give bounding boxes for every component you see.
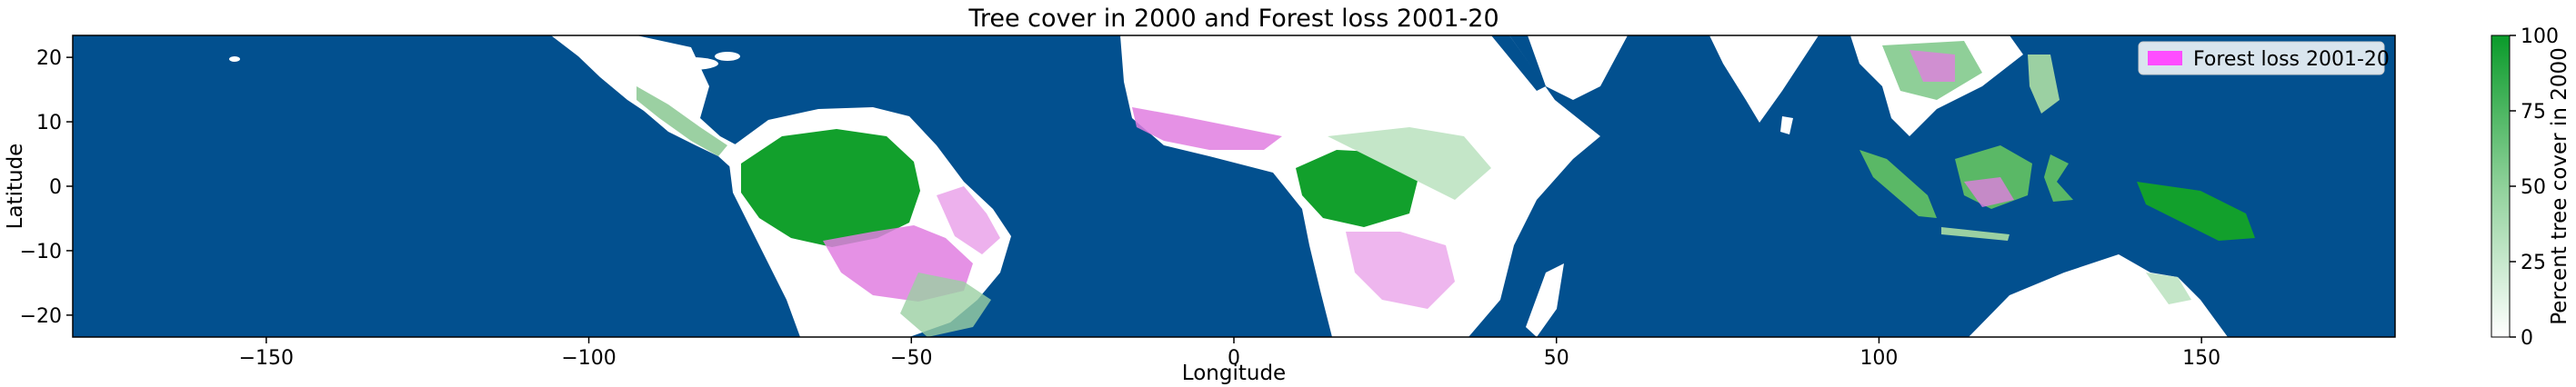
colorbar-ticks: 100 75 50 25 0 — [2510, 25, 2559, 350]
sulawesi — [2044, 154, 2073, 202]
caribbean-islands — [229, 45, 740, 70]
y-tick-label: 10 — [36, 112, 62, 134]
y-axis-label: Latitude — [4, 144, 27, 230]
borneo-loss — [1964, 177, 2014, 207]
y-axis: 20 10 0 −10 −20 — [20, 47, 73, 328]
java — [1941, 227, 2010, 241]
africa-southern-loss — [1346, 232, 1455, 309]
sri-lanka — [1780, 116, 1793, 134]
map-title: Tree cover in 2000 and Forest loss 2001-… — [967, 5, 1498, 33]
southern-forest — [900, 273, 991, 337]
sahel-forest-light — [1328, 127, 1491, 200]
philippines — [2028, 55, 2060, 114]
asia-west — [1528, 35, 1819, 134]
x-tick-label: −50 — [890, 347, 932, 370]
central-america-forest — [636, 86, 727, 156]
americas-landmass — [551, 35, 1011, 337]
y-tick-label: −20 — [20, 305, 62, 328]
legend: Forest loss 2001-20 — [2138, 41, 2390, 75]
indochina-loss — [1909, 50, 1955, 82]
sumatra — [1859, 150, 1937, 218]
india — [1709, 35, 1819, 123]
map-area — [73, 35, 2395, 337]
x-tick-label: 0 — [1228, 347, 1240, 370]
legend-label: Forest loss 2001-20 — [2193, 48, 2390, 71]
colorbar-tick-label: 25 — [2521, 252, 2546, 274]
colorbar-gradient — [2491, 35, 2511, 338]
amazon-forest — [741, 129, 920, 247]
legend-box — [2138, 41, 2385, 75]
x-tick-label: −100 — [561, 347, 616, 370]
arabia-red-sea — [1491, 35, 1546, 91]
y-tick-label: 0 — [49, 176, 62, 199]
colorbar-tick-label: 0 — [2521, 327, 2533, 350]
congo-forest — [1296, 150, 1418, 227]
x-axis-label: Longitude — [1182, 362, 1286, 385]
colorbar: 100 75 50 25 0 Percent tree cover in 2000 — [2491, 25, 2571, 350]
new-guinea — [2137, 182, 2255, 241]
x-tick-label: 100 — [1859, 347, 1898, 370]
x-tick-label: 150 — [2182, 347, 2220, 370]
colorbar-tick-label: 50 — [2521, 176, 2546, 199]
brazil-loss-east — [937, 186, 1000, 254]
africa-landmass — [1120, 35, 1600, 337]
y-tick-label: −10 — [20, 241, 62, 263]
west-africa-loss — [1132, 107, 1282, 150]
southeast-asia — [1850, 35, 2255, 241]
australia-north-forest — [2146, 273, 2191, 304]
arabian-peninsula — [1528, 35, 1628, 100]
x-tick-label: −150 — [239, 347, 294, 370]
x-axis: −150 −100 −50 0 50 100 150 — [239, 337, 2220, 370]
colorbar-label: Percent tree cover in 2000 — [2548, 47, 2571, 325]
legend-swatch — [2148, 51, 2182, 65]
y-tick-label: 20 — [36, 47, 62, 70]
madagascar — [1526, 263, 1564, 337]
colorbar-tick-label: 75 — [2521, 101, 2546, 124]
x-tick-label: 50 — [1544, 347, 1569, 370]
colorbar-tick-label: 100 — [2521, 25, 2559, 48]
